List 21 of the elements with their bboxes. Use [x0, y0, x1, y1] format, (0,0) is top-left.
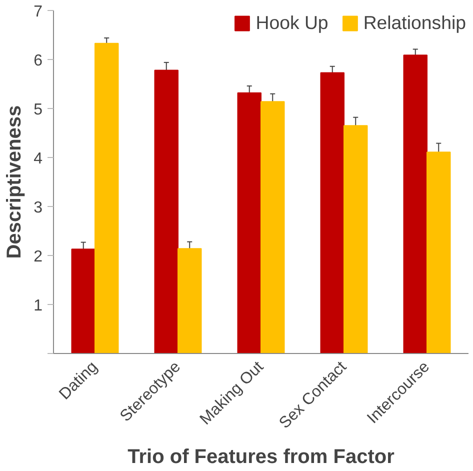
bar — [154, 70, 178, 354]
legend-label: Hook Up — [256, 12, 328, 34]
y-tick-label: 7 — [34, 4, 43, 20]
y-tick-label: 4 — [34, 150, 43, 168]
bar — [178, 248, 202, 354]
y-tick-label: 2 — [34, 248, 43, 266]
bar — [94, 42, 119, 354]
y-tick-label: 3 — [34, 200, 43, 216]
bar — [344, 125, 368, 354]
x-axis-title: Trio of Features from Factor — [128, 446, 395, 468]
bar — [320, 72, 344, 354]
bar — [237, 92, 262, 354]
y-tick-label: 6 — [34, 52, 43, 70]
y-tick-label: 1 — [34, 298, 43, 314]
bar — [71, 248, 96, 354]
y-tick-label: 5 — [34, 102, 43, 118]
legend-label: Relationship — [363, 12, 466, 34]
y-axis-title: Descriptiveness — [4, 105, 26, 259]
bar — [426, 152, 451, 354]
bar — [403, 54, 428, 354]
bar — [260, 101, 285, 354]
